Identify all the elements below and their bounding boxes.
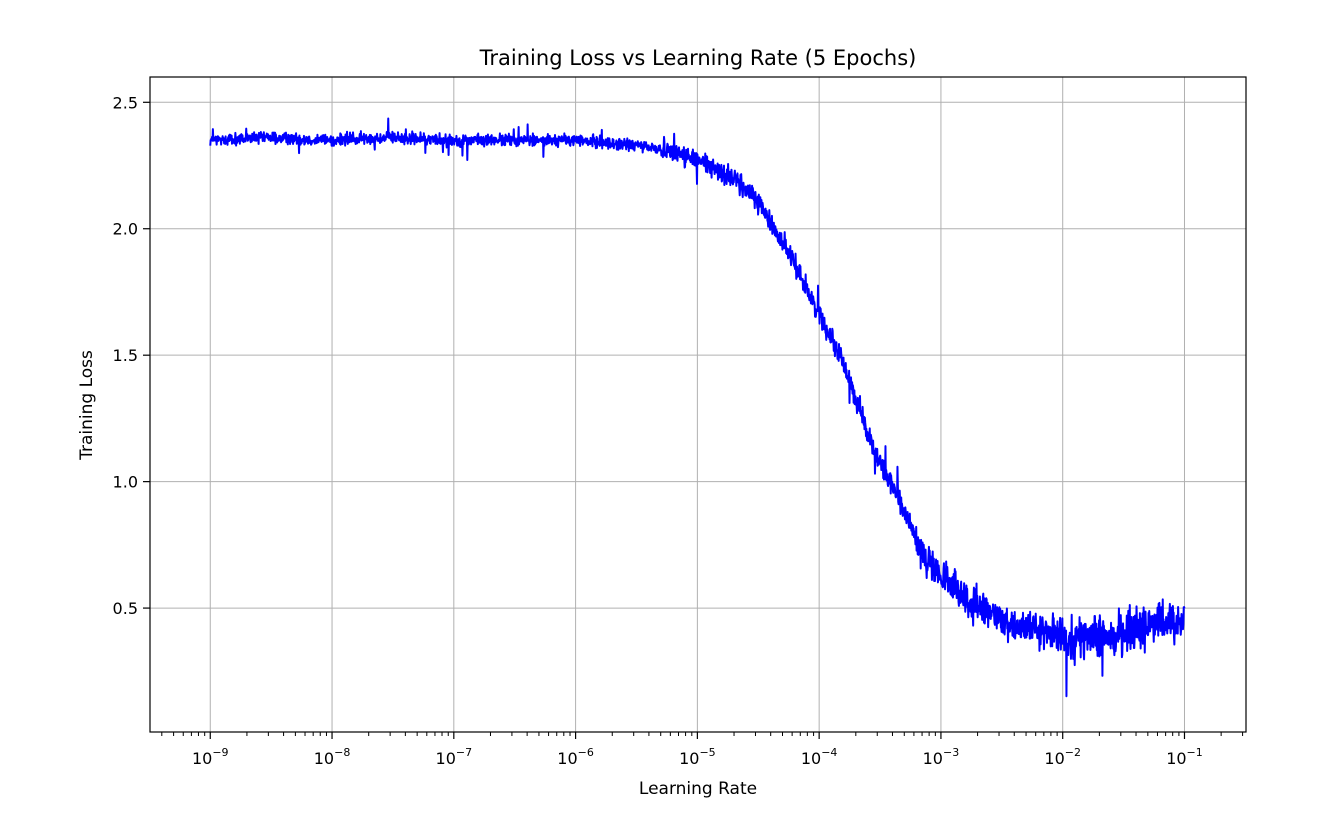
x-tick-label: 10−7 — [436, 746, 473, 768]
y-axis-label: Training Loss — [77, 350, 97, 461]
y-tick-label: 2.0 — [113, 220, 138, 239]
y-tick-label: 1.0 — [113, 473, 138, 492]
x-tick-label: 10−1 — [1166, 746, 1203, 768]
x-tick-label: 10−6 — [557, 746, 594, 768]
y-tick-label: 2.5 — [113, 93, 138, 112]
axis-ticks: 10−9 10−8 10−7 10−6 10−5 10−4 10−3 10−2 10−1 0.5 1… — [113, 93, 1244, 768]
x-tick-label: 10−4 — [801, 746, 838, 768]
plot-frame — [149, 76, 1247, 733]
x-tick-label: 10−2 — [1044, 746, 1081, 768]
chart-title: Training Loss vs Learning Rate (5 Epochs… — [479, 46, 917, 70]
y-tick-label: 0.5 — [113, 599, 138, 618]
x-tick-label: 10−5 — [679, 746, 716, 768]
training-loss-line — [209, 117, 1186, 698]
x-axis-label: Learning Rate — [639, 779, 757, 799]
x-tick-label: 10−8 — [314, 746, 351, 768]
x-tick-label: 10−9 — [192, 746, 229, 768]
y-tick-label: 1.5 — [113, 346, 138, 365]
x-tick-label: 10−3 — [923, 746, 960, 768]
grid — [150, 77, 1246, 732]
data-line-group — [209, 117, 1186, 698]
